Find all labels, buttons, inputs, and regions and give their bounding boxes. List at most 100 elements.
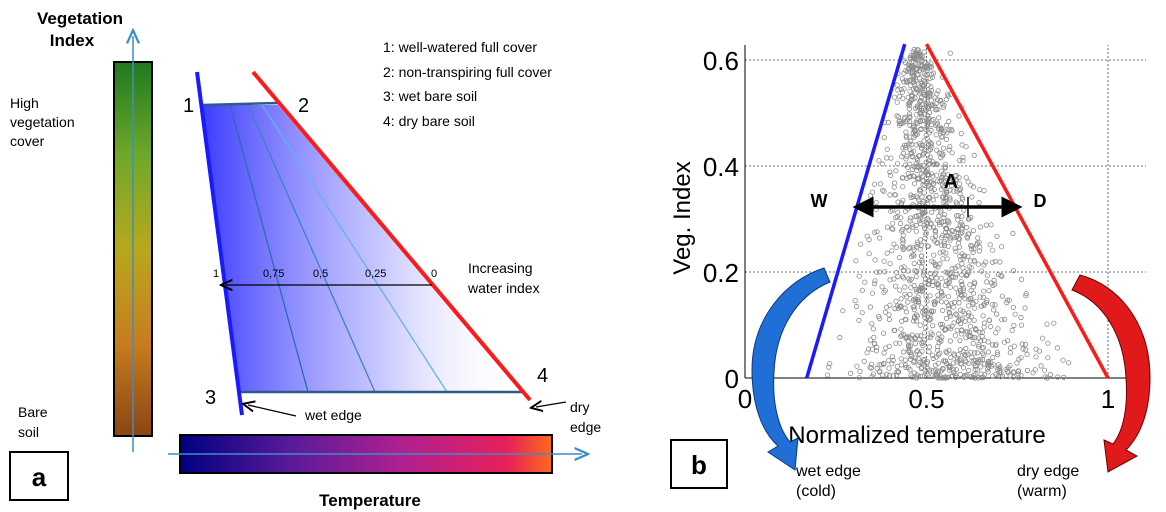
scatter-point [869, 373, 875, 380]
scatter-point [895, 368, 901, 375]
low-label-line1: Bare [18, 404, 48, 420]
scatter-point [921, 150, 927, 156]
scatter-point [935, 343, 941, 350]
scatter-point [884, 224, 891, 230]
scatter-point [956, 113, 962, 119]
scatter-point [903, 135, 910, 141]
scatter-point [959, 142, 965, 148]
scatter-point [902, 316, 908, 322]
scatter-point [986, 317, 993, 323]
scatter-point [966, 264, 972, 270]
scatter-point [927, 311, 933, 317]
scatter-point [899, 76, 905, 82]
scatter-point [946, 276, 953, 282]
scatter-point [908, 276, 914, 282]
scatter-point [856, 317, 862, 323]
corner-label-4: 4 [537, 365, 548, 387]
scatter-point [956, 300, 962, 306]
scatter-point [900, 349, 907, 355]
scatter-point [943, 226, 950, 232]
scatter-point [1015, 368, 1022, 374]
scatter-point [974, 359, 981, 366]
isoline-label-0-75: 0,75 [263, 268, 284, 280]
scatter-point [924, 67, 930, 73]
scatter-point [908, 353, 914, 360]
scatter-point [1007, 350, 1013, 356]
scatter-point [987, 242, 993, 248]
scatter-point [917, 322, 923, 328]
scatter-point [913, 318, 920, 324]
scatter-point [917, 218, 923, 224]
scatter-point [960, 154, 966, 160]
scatter-point [968, 242, 974, 249]
scatter-point [984, 273, 991, 279]
scatter-point [931, 252, 937, 258]
wet-edge-line [195, 71, 244, 416]
scatter-point [994, 351, 1001, 358]
scatter-point [917, 246, 924, 252]
scatter-point [949, 150, 955, 156]
scatter-point [918, 253, 925, 259]
scatter-point [919, 348, 925, 354]
scatter-point [925, 82, 931, 89]
scatter-point [913, 222, 919, 229]
scatter-point [967, 258, 974, 264]
scatter-point [957, 307, 964, 313]
scatter-point [1020, 346, 1026, 352]
scatter-point [992, 302, 998, 308]
scatter-point [902, 59, 909, 66]
scatter-point [879, 161, 885, 167]
scatter-point [953, 172, 959, 179]
scatter-point [939, 181, 946, 187]
temperature-axis-title: Temperature [319, 491, 421, 510]
scatter-point [905, 299, 911, 305]
scatter-point [1010, 267, 1017, 274]
scatter-point [915, 164, 921, 170]
scatter-point [942, 229, 949, 236]
panel-b-points [824, 46, 1072, 381]
scatter-point [972, 325, 979, 332]
isoline-0-25 [261, 104, 448, 393]
scatter-point [996, 365, 1002, 372]
scatter-point [893, 168, 899, 174]
scatter-point [923, 293, 929, 299]
scatter-point [1001, 339, 1008, 345]
scatter-point [900, 246, 906, 252]
scatter-point [894, 82, 900, 88]
scatter-point [963, 175, 969, 181]
vegetation-axis-title-line2: Index [50, 31, 95, 50]
scatter-point [891, 184, 897, 190]
scatter-point [938, 275, 944, 281]
scatter-point [927, 93, 933, 99]
isoline-0-5 [247, 104, 376, 393]
scatter-point [975, 344, 982, 350]
scatter-point [928, 102, 935, 108]
trapezoid-fill [203, 105, 522, 392]
scatter-point [969, 243, 975, 249]
scatter-point [916, 67, 923, 74]
scatter-point [958, 278, 964, 285]
scatter-point [953, 367, 959, 373]
scatter-point [921, 92, 927, 98]
scatter-point [970, 340, 976, 346]
legend-item-1: 1: well-watered full cover [383, 39, 537, 55]
scatter-point [935, 88, 941, 94]
scatter-point [903, 294, 910, 300]
scatter-point [899, 175, 906, 181]
scatter-point [859, 310, 865, 316]
scatter-point [907, 366, 913, 373]
scatter-point [954, 312, 960, 318]
scatter-point [890, 220, 896, 226]
scatter-point [919, 167, 925, 173]
scatter-point [981, 372, 988, 378]
scatter-point [975, 261, 982, 267]
scatter-point [1045, 355, 1051, 361]
scatter-point [955, 217, 961, 223]
scatter-point [947, 237, 953, 243]
scatter-point [972, 366, 978, 372]
scatter-point [918, 243, 924, 249]
scatter-point [1030, 370, 1036, 376]
scatter-point [947, 326, 954, 332]
wet-label-w: W [811, 191, 828, 211]
scatter-point [918, 142, 924, 148]
